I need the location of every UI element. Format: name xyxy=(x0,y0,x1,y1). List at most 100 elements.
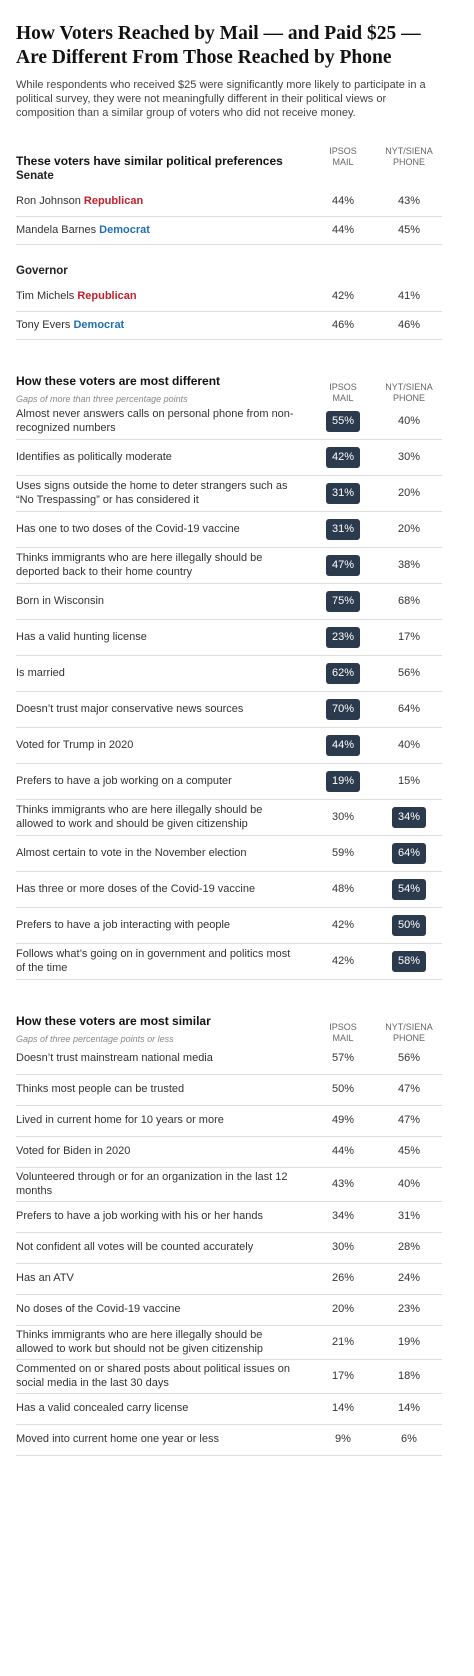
section-note: Gaps of more than three percentage point… xyxy=(16,394,188,404)
column-header-line: MAIL xyxy=(332,157,354,167)
value-cell: 42% xyxy=(310,915,376,937)
row-label: Lived in current home for 10 years or mo… xyxy=(16,1114,310,1128)
row: Has a valid hunting license 23% 17% xyxy=(16,620,442,656)
value: 47% xyxy=(397,1083,421,1096)
value-cell: 70% xyxy=(310,698,376,721)
section: How these voters are most similar Gaps of… xyxy=(16,1012,442,1456)
value-cell: 42% xyxy=(310,446,376,469)
row-name: Prefers to have a job working on a compu… xyxy=(16,774,232,787)
value: 54% xyxy=(391,878,427,901)
row-name: Almost never answers calls on personal p… xyxy=(16,408,294,434)
value-cell: 26% xyxy=(310,1268,376,1290)
value-cell: 47% xyxy=(376,1079,442,1101)
row-name: Commented on or shared posts about polit… xyxy=(16,1363,290,1389)
row-name: Not confident all votes will be counted … xyxy=(16,1241,254,1254)
value: 18% xyxy=(397,1369,421,1382)
section-header: These voters have similar political pref… xyxy=(16,146,442,168)
value: 14% xyxy=(331,1402,355,1415)
value-cell: 30% xyxy=(310,807,376,829)
value: 15% xyxy=(397,774,421,787)
row: Doesn’t trust mainstream national media 5… xyxy=(16,1044,442,1075)
value-cell: 64% xyxy=(376,842,442,865)
value: 19% xyxy=(397,1335,421,1348)
row: Has one to two doses of the Covid-19 vac… xyxy=(16,512,442,548)
section-title: How these voters are most similar xyxy=(16,1014,211,1028)
value-cell: 50% xyxy=(310,1079,376,1101)
section-heading: How these voters are most different Gaps … xyxy=(16,372,310,404)
value-cell: 45% xyxy=(376,220,442,242)
value: 30% xyxy=(331,810,355,823)
value: 50% xyxy=(331,1083,355,1096)
row-label: Moved into current home one year or less xyxy=(16,1433,310,1447)
row-label: Thinks immigrants who are here illegally… xyxy=(16,804,310,831)
section: These voters have similar political pref… xyxy=(16,146,442,340)
value: 57% xyxy=(331,1052,355,1065)
value-cell: 59% xyxy=(310,843,376,865)
row: Doesn’t trust major conservative news so… xyxy=(16,692,442,728)
value: 20% xyxy=(397,486,421,499)
row: Voted for Trump in 2020 44% 40% xyxy=(16,728,442,764)
value: 44% xyxy=(325,734,361,757)
section-header: How these voters are most similar Gaps of… xyxy=(16,1012,442,1044)
value: 44% xyxy=(331,223,355,236)
value: 14% xyxy=(397,1402,421,1415)
row: Moved into current home one year or less… xyxy=(16,1425,442,1456)
value: 34% xyxy=(331,1210,355,1223)
section-note: Gaps of three percentage points or less xyxy=(16,1034,174,1044)
value-cell: 19% xyxy=(310,770,376,793)
value: 58% xyxy=(391,950,427,973)
value: 44% xyxy=(331,195,355,207)
row-label: Identifies as politically moderate xyxy=(16,451,310,465)
value-cell: 14% xyxy=(310,1398,376,1420)
row-label: Is married xyxy=(16,667,310,681)
value: 42% xyxy=(331,954,355,967)
column-header-line: MAIL xyxy=(332,393,354,403)
row-label: Not confident all votes will be counted … xyxy=(16,1241,310,1255)
page: How Voters Reached by Mail — and Paid $2… xyxy=(16,23,442,1456)
value-cell: 42% xyxy=(310,286,376,308)
value: 21% xyxy=(331,1335,355,1348)
row-name: Uses signs outside the home to deter str… xyxy=(16,480,288,506)
value: 68% xyxy=(397,594,421,607)
value-cell: 30% xyxy=(376,447,442,469)
value-cell: 44% xyxy=(310,191,376,213)
value: 9% xyxy=(335,1433,351,1446)
value-cell: 43% xyxy=(376,191,442,213)
row-name: No doses of the Covid-19 vaccine xyxy=(16,1303,181,1316)
row-name: Has an ATV xyxy=(16,1272,74,1285)
value: 26% xyxy=(331,1272,355,1285)
row: Voted for Biden in 2020 44% 45% xyxy=(16,1137,442,1168)
value: 59% xyxy=(331,846,355,859)
column-header-line: NYT/SIENA xyxy=(385,382,433,392)
value: 62% xyxy=(325,662,361,685)
party: Democrat xyxy=(73,318,125,331)
row: Almost certain to vote in the November e… xyxy=(16,836,442,872)
sections: These voters have similar political pref… xyxy=(16,146,442,1456)
value-cell: 41% xyxy=(376,286,442,308)
section: How these voters are most different Gaps … xyxy=(16,372,442,980)
value: 47% xyxy=(397,1114,421,1127)
value: 75% xyxy=(325,590,361,613)
column-header-line: NYT/SIENA xyxy=(385,146,433,156)
row: Prefers to have a job interacting with p… xyxy=(16,908,442,944)
row-name: Voted for Biden in 2020 xyxy=(16,1145,131,1158)
row: Ron Johnson Republican 44% 43% xyxy=(16,188,442,217)
section-title: How these voters are most different xyxy=(16,374,221,388)
row-name: Mandela Barnes xyxy=(16,223,97,236)
value-cell: 23% xyxy=(310,626,376,649)
row-name: Has three or more doses of the Covid-19 … xyxy=(16,882,256,895)
group-label: Senate xyxy=(16,170,54,182)
value: 46% xyxy=(331,318,355,331)
row: Thinks immigrants who are here illegally… xyxy=(16,548,442,584)
section-heading: How these voters are most similar Gaps of… xyxy=(16,1012,310,1044)
column-header: IPSOS MAIL xyxy=(310,146,376,168)
row-label: Almost never answers calls on personal p… xyxy=(16,408,310,435)
value: 23% xyxy=(397,1303,421,1316)
value-cell: 20% xyxy=(310,1299,376,1321)
row-name: Thinks most people can be trusted xyxy=(16,1083,185,1096)
row: Thinks most people can be trusted 50% 47% xyxy=(16,1075,442,1106)
value: 50% xyxy=(391,914,427,937)
row-label: Voted for Trump in 2020 xyxy=(16,739,310,753)
row-name: Ron Johnson xyxy=(16,195,81,207)
value-cell: 44% xyxy=(310,220,376,242)
